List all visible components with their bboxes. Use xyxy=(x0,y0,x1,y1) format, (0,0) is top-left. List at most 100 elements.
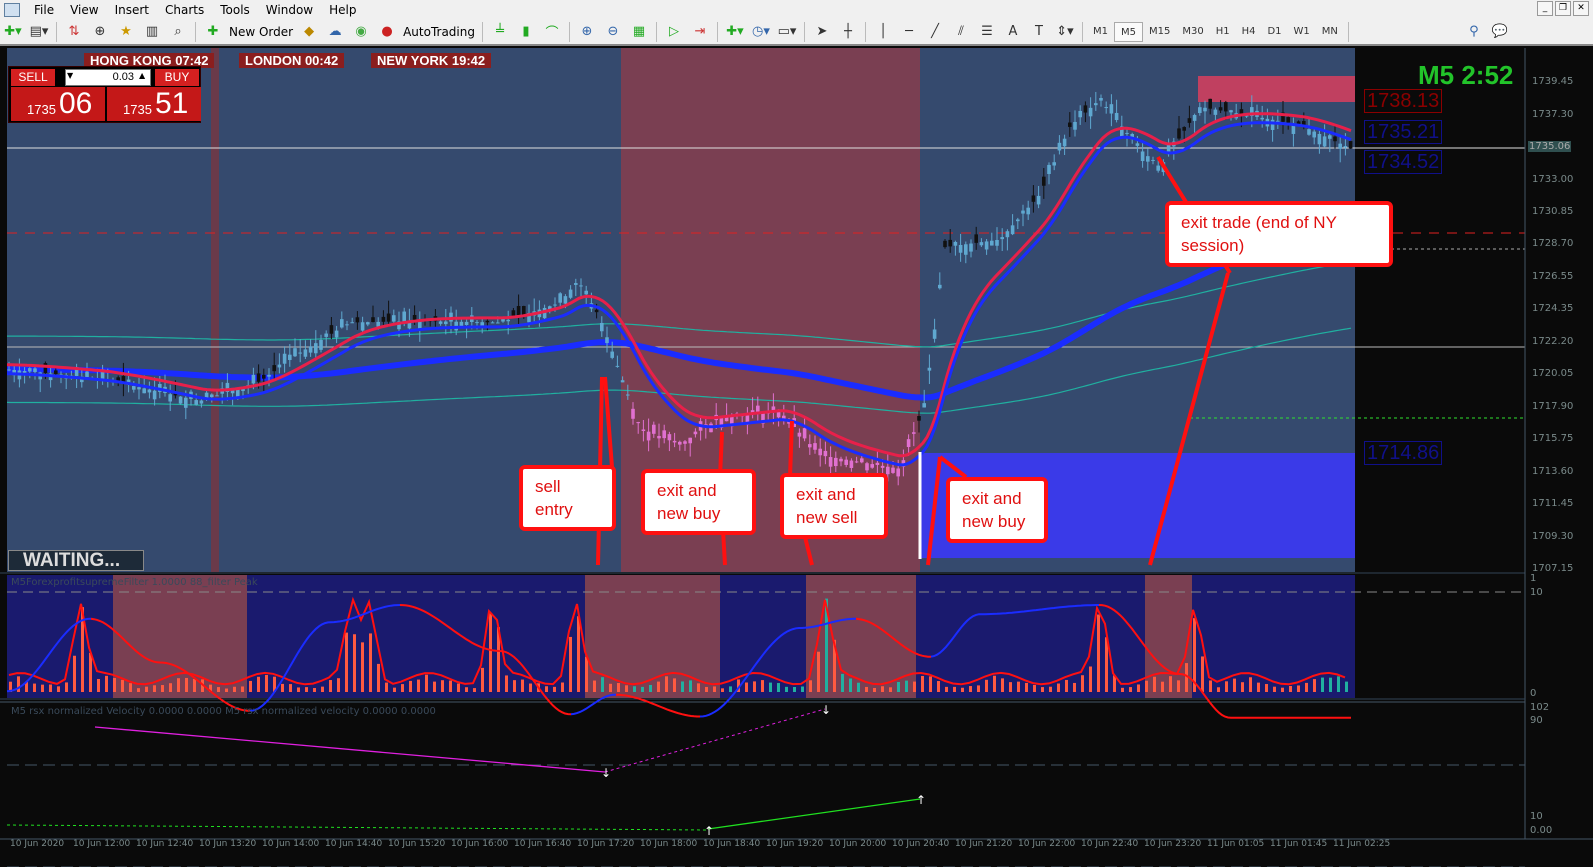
fibonacci-icon[interactable]: ☰ xyxy=(981,24,993,39)
autoscroll-icon[interactable]: ▷ xyxy=(668,24,679,39)
crosshair-tool-icon[interactable]: ┼ xyxy=(844,24,852,39)
price-tick: 1722.20 xyxy=(1532,336,1574,347)
candle-body xyxy=(938,284,942,289)
price-tick: 1737.30 xyxy=(1532,109,1574,120)
rsx-line xyxy=(249,604,401,712)
new-order-button[interactable]: New Order xyxy=(229,24,294,39)
bar-chart-icon[interactable]: ╧ xyxy=(496,24,504,39)
menu-insert[interactable]: Insert xyxy=(114,2,149,17)
menu-view[interactable]: View xyxy=(70,2,99,17)
menu-tools[interactable]: Tools xyxy=(220,2,250,17)
candle-body xyxy=(756,405,760,414)
metaeditor-icon[interactable]: ◆ xyxy=(304,24,315,39)
menu-help[interactable]: Help xyxy=(329,2,357,17)
candle-body xyxy=(386,313,391,322)
profiles-icon[interactable]: ▤▾ xyxy=(29,24,49,39)
tile-windows-icon[interactable]: ▦ xyxy=(632,24,646,39)
arrows-icon[interactable]: ⇕▾ xyxy=(1056,24,1074,39)
status-label: WAITING... xyxy=(8,550,144,571)
cloud-icon[interactable]: ☁ xyxy=(328,24,342,39)
lot-increase-icon[interactable]: ▲ xyxy=(139,71,146,80)
indicator1-bar xyxy=(737,679,740,692)
candle-body xyxy=(1338,143,1342,149)
menu-charts[interactable]: Charts xyxy=(165,2,205,17)
candle-body xyxy=(896,468,900,477)
lot-decrease-icon[interactable]: ▼ xyxy=(67,71,74,80)
text-icon[interactable]: A xyxy=(1008,24,1018,39)
sell-button[interactable]: SELL xyxy=(11,69,55,86)
candle-body xyxy=(839,458,843,462)
price-chart[interactable]: ↓ ↓ ↑ ↑ xyxy=(0,47,1593,867)
lot-size-input[interactable]: 0.03 xyxy=(65,69,151,86)
close-icon[interactable]: ✕ xyxy=(1573,1,1589,16)
strategy-tester-icon[interactable]: ⌕ xyxy=(174,24,182,39)
crosshair-icon[interactable]: ⊕ xyxy=(94,24,106,39)
divergence-line xyxy=(707,798,921,830)
periods-icon[interactable]: ◷▾ xyxy=(752,24,770,39)
indicator1-bar xyxy=(1313,679,1316,692)
tf-h1[interactable]: H1 xyxy=(1215,25,1230,37)
tf-d1[interactable]: D1 xyxy=(1267,25,1282,37)
market-watch-icon[interactable]: ⇅ xyxy=(68,24,80,39)
indicator1-bar xyxy=(265,674,268,692)
channel-icon[interactable]: ⫽ xyxy=(958,24,964,39)
candle-body xyxy=(293,348,297,357)
tf-m15[interactable]: M15 xyxy=(1148,25,1171,37)
indicator1-bar xyxy=(681,681,684,692)
indicator1-bar xyxy=(1233,678,1236,692)
menu-window[interactable]: Window xyxy=(265,2,314,17)
candle-body xyxy=(1042,176,1046,186)
tf-m1[interactable]: M1 xyxy=(1092,25,1108,37)
new-chart-icon[interactable]: ✚▾ xyxy=(4,24,22,39)
candle-body xyxy=(662,430,666,439)
divergence-line xyxy=(6,824,709,831)
autotrading-icon[interactable]: ● xyxy=(381,24,393,39)
bid-price-button[interactable]: 1735 06 xyxy=(11,87,105,121)
new-order-icon[interactable]: ✚ xyxy=(207,24,219,39)
tf-h4[interactable]: H4 xyxy=(1241,25,1256,37)
zoom-out-icon[interactable]: ⊖ xyxy=(607,24,619,39)
chat-icon[interactable]: 💬 xyxy=(1491,24,1508,39)
restore-icon[interactable]: ❐ xyxy=(1555,1,1571,16)
indicator1-bar xyxy=(289,684,292,692)
menu-file[interactable]: File xyxy=(34,2,55,17)
candlestick-icon[interactable]: ▮ xyxy=(522,24,530,39)
time-tick: 10 Jun 2020 xyxy=(10,839,65,849)
tf-mn[interactable]: MN xyxy=(1321,25,1338,37)
minimize-icon[interactable]: _ xyxy=(1537,1,1553,16)
buy-button[interactable]: BUY xyxy=(155,69,199,86)
toolbar: ✚▾ ▤▾ ⇅ ⊕ ★ ▥ ⌕ ✚ New Order ◆ ☁ ◉ ● Auto… xyxy=(0,19,1593,46)
tf-w1[interactable]: W1 xyxy=(1293,25,1310,37)
chart-shift-icon[interactable]: ⇥ xyxy=(694,24,706,39)
indicator1-bar xyxy=(921,675,924,692)
horizontal-line-icon[interactable]: ─ xyxy=(905,24,913,39)
text-label-icon[interactable]: T xyxy=(1035,24,1043,39)
indicators-icon[interactable]: ✚▾ xyxy=(726,24,744,39)
signals-icon[interactable]: ◉ xyxy=(355,24,367,39)
callout-exit-new-buy: exit and new buy xyxy=(641,469,756,535)
one-click-trading-panel: SELL 0.03 ▼ ▲ BUY 1735 06 1735 51 xyxy=(8,66,201,123)
ask-prefix: 1735 xyxy=(123,102,152,117)
candle-body xyxy=(834,457,838,467)
cursor-icon[interactable]: ➤ xyxy=(816,24,828,39)
indicator1-bar xyxy=(17,676,20,692)
indicator1-bar xyxy=(1265,684,1268,692)
candle-body xyxy=(381,316,386,322)
indicator1-bar xyxy=(329,680,332,692)
templates-icon[interactable]: ▭▾ xyxy=(777,24,797,39)
search-icon[interactable]: ⚲ xyxy=(1469,24,1479,39)
tf-m5[interactable]: M5 xyxy=(1113,21,1143,42)
tf-m30[interactable]: M30 xyxy=(1182,25,1204,37)
vertical-line-icon[interactable]: │ xyxy=(879,24,887,39)
candle-body xyxy=(771,406,776,413)
terminal-icon[interactable]: ▥ xyxy=(145,24,159,39)
line-chart-icon[interactable]: ⌒ xyxy=(545,26,559,41)
autotrading-button[interactable]: AutoTrading xyxy=(403,24,475,39)
signal-arrow-icon: ↓ xyxy=(601,766,611,780)
ask-price-button[interactable]: 1735 51 xyxy=(107,87,201,121)
zoom-in-icon[interactable]: ⊕ xyxy=(581,24,593,39)
indicator1-bar xyxy=(353,634,356,692)
navigator-icon[interactable]: ★ xyxy=(120,24,132,39)
trendline-icon[interactable]: ╱ xyxy=(931,24,939,39)
indicator1-zone xyxy=(113,575,247,698)
